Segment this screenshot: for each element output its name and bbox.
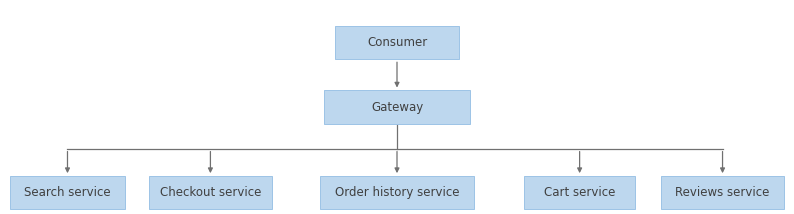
Text: Cart service: Cart service: [544, 186, 615, 199]
FancyBboxPatch shape: [324, 90, 470, 124]
Text: Search service: Search service: [24, 186, 111, 199]
FancyBboxPatch shape: [335, 26, 459, 59]
FancyBboxPatch shape: [524, 176, 635, 209]
Text: Consumer: Consumer: [367, 36, 427, 49]
FancyBboxPatch shape: [661, 176, 784, 209]
Text: Gateway: Gateway: [371, 101, 423, 113]
Text: Checkout service: Checkout service: [160, 186, 261, 199]
FancyBboxPatch shape: [10, 176, 125, 209]
FancyBboxPatch shape: [319, 176, 474, 209]
FancyBboxPatch shape: [149, 176, 272, 209]
Text: Order history service: Order history service: [335, 186, 459, 199]
Text: Reviews service: Reviews service: [676, 186, 769, 199]
